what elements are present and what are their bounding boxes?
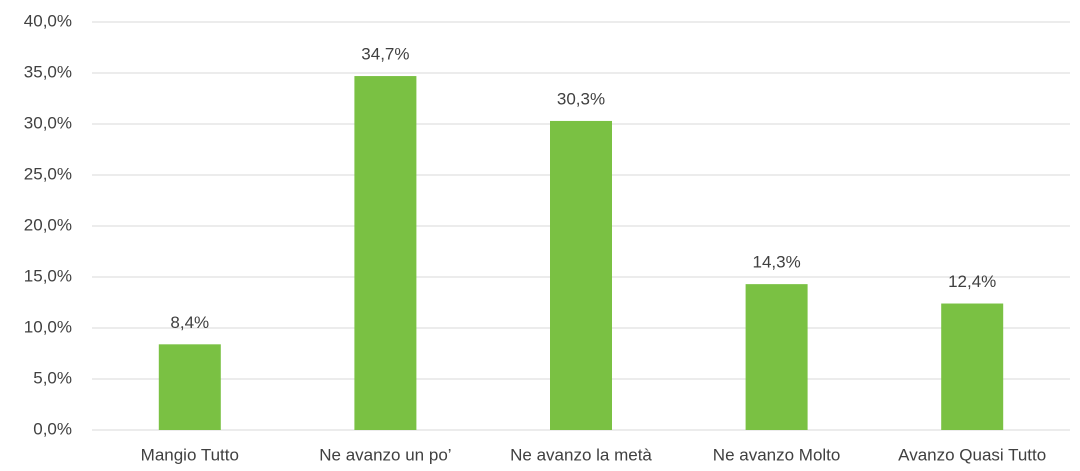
y-tick-label: 40,0% (24, 11, 72, 30)
y-tick-label: 15,0% (24, 266, 72, 285)
x-tick-label: Mangio Tutto (141, 445, 239, 464)
data-label: 14,3% (752, 253, 800, 272)
x-tick-label: Ne avanzo Molto (713, 445, 841, 464)
y-tick-label: 20,0% (24, 215, 72, 234)
data-label: 12,4% (948, 272, 996, 291)
bar (354, 76, 417, 430)
data-label: 30,3% (557, 89, 605, 108)
y-tick-label: 0,0% (33, 419, 72, 438)
x-tick-label: Ne avanzo la metà (510, 445, 652, 464)
y-tick-label: 10,0% (24, 317, 72, 336)
data-label: 34,7% (361, 45, 409, 64)
data-label: 8,4% (170, 313, 209, 332)
y-tick-label: 35,0% (24, 62, 72, 81)
y-tick-label: 25,0% (24, 164, 72, 183)
bar (550, 120, 612, 430)
y-tick-label: 5,0% (33, 368, 72, 387)
bar (745, 284, 808, 430)
x-tick-label: Avanzo Quasi Tutto (898, 445, 1046, 464)
bar (158, 344, 221, 430)
y-tick-label: 30,0% (24, 113, 72, 132)
bar (941, 303, 1004, 430)
x-tick-label: Ne avanzo un po’ (319, 445, 451, 464)
